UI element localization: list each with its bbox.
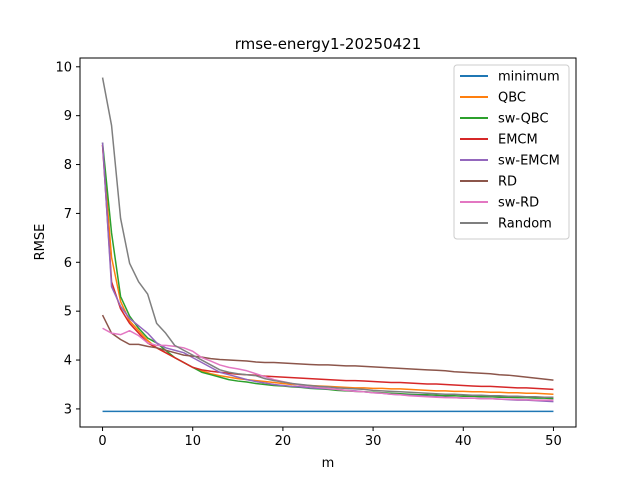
x-axis: 0 10 20 30 40 50 [98, 427, 562, 449]
legend: minimum QBC sw-QBC EMCM sw-EMCM RD sw-RD Random [453, 64, 570, 240]
y-tick-label: 8 [64, 158, 72, 173]
legend-label: minimum [498, 70, 560, 85]
chart-title: rmse-energy1-20250421 [235, 35, 422, 53]
x-tick-label: 40 [455, 434, 472, 449]
legend-label: Random [498, 217, 552, 232]
y-axis: 3 4 5 6 7 8 9 10 [55, 60, 80, 417]
series-line-random [101, 77, 554, 398]
y-tick-label: 3 [64, 402, 72, 417]
x-axis-label: m [322, 456, 335, 471]
x-tick-label: 20 [275, 434, 292, 449]
y-tick-label: 5 [64, 305, 72, 320]
y-tick-label: 6 [64, 256, 72, 271]
x-tick-label: 0 [98, 434, 106, 449]
x-tick-label: 30 [365, 434, 382, 449]
legend-label: RD [498, 175, 517, 190]
y-tick-label: 10 [55, 60, 72, 75]
series-line-emcm [101, 144, 554, 391]
axes-frame [79, 57, 577, 428]
series-layer [101, 77, 554, 413]
series-line-rd [101, 314, 554, 381]
y-tick-label: 9 [64, 109, 72, 124]
x-tick-label: 50 [545, 434, 562, 449]
x-tick-label: 10 [184, 434, 201, 449]
legend-label: sw-EMCM [498, 154, 560, 169]
legend-label: QBC [498, 91, 526, 106]
legend-label: sw-QBC [498, 112, 549, 127]
y-axis-label: RMSE [33, 224, 48, 261]
legend-box [453, 64, 570, 240]
y-tick-label: 4 [64, 354, 72, 369]
legend-label: EMCM [498, 133, 538, 148]
legend-label: sw-RD [498, 196, 539, 211]
y-tick-label: 7 [64, 207, 72, 222]
